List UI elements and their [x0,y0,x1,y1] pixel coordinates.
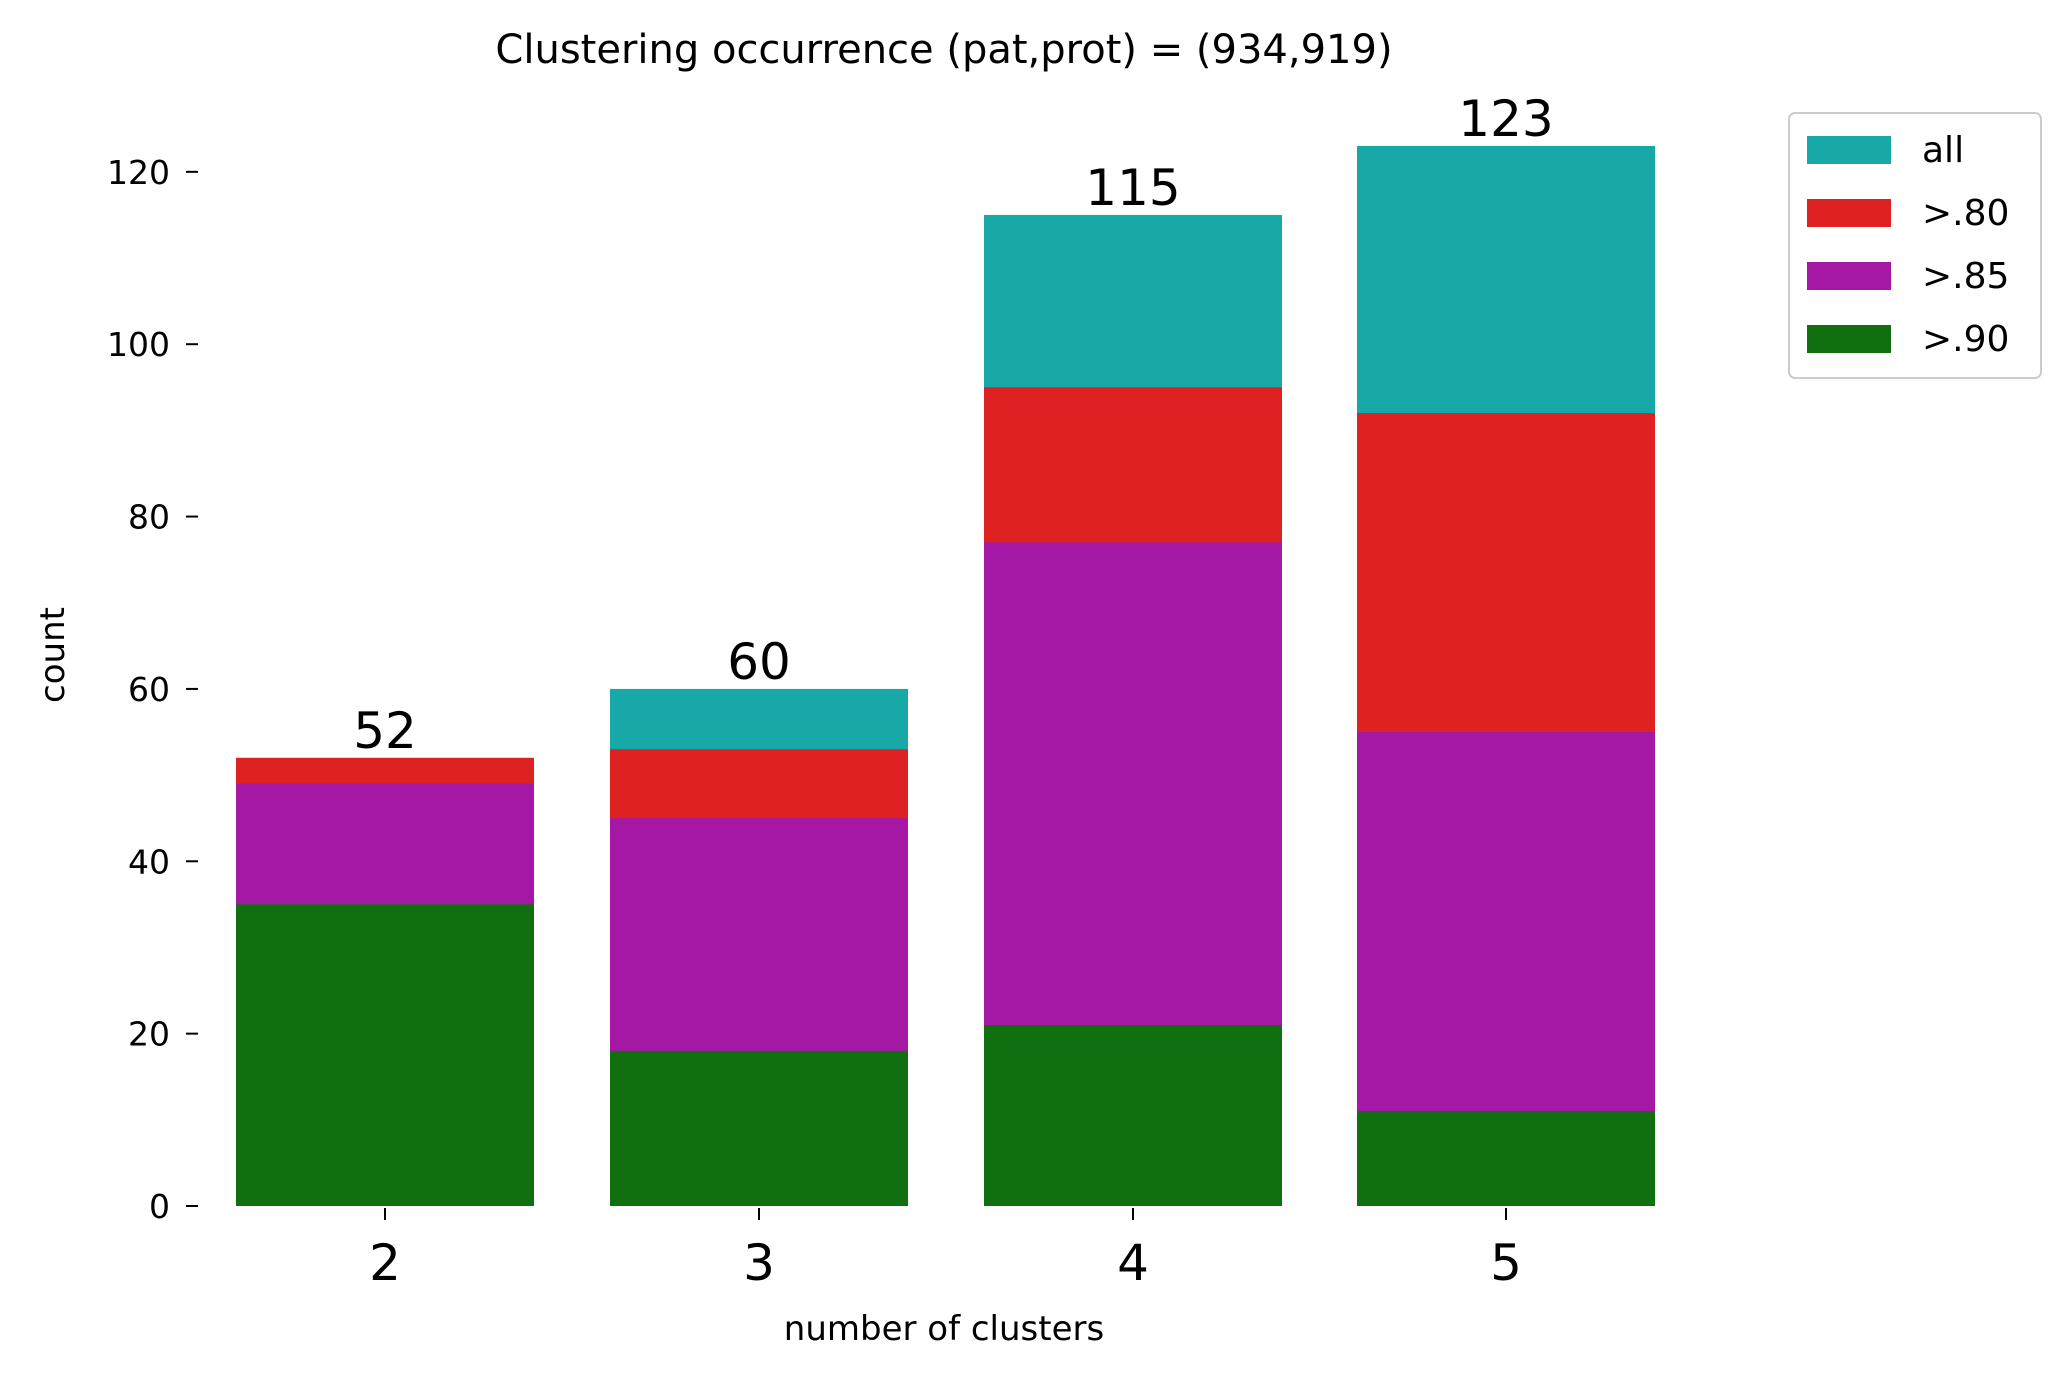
chart-title: Clustering occurrence (pat,prot) = (934,… [495,27,1392,73]
x-axis-label: number of clusters [784,1309,1104,1349]
legend-label: all [1922,130,1964,171]
x-axis: 2 3 4 5 [369,1208,1522,1292]
bar-90-4 [984,1025,1282,1206]
bars-group [236,145,1655,1207]
bar-labels-group: 52 60 115 123 [353,90,1554,760]
y-tick-label: 40 [128,842,170,881]
y-tick-label: 0 [149,1187,170,1226]
y-axis-label: count [33,607,73,703]
y-tick-label: 80 [128,498,170,537]
y-tick-label: 20 [128,1015,170,1054]
x-tick-label: 4 [1117,1234,1149,1292]
legend-swatch [1807,199,1891,227]
bar-90-2 [236,904,534,1206]
x-tick-label: 3 [743,1234,775,1292]
bar-90-3 [610,1050,908,1206]
legend-swatch [1807,262,1891,290]
bar-value-label: 60 [727,633,791,691]
x-tick-label: 2 [369,1234,401,1292]
y-tick-label: 100 [107,325,170,364]
legend: all >.80 >.85 >.90 [1788,112,2042,379]
y-axis: 0 20 40 60 80 100 120 [107,153,198,1226]
bar-value-label: 123 [1458,90,1553,148]
y-tick-label: 60 [128,670,170,709]
legend-label: >.80 [1922,193,2009,234]
legend-swatch [1807,136,1891,164]
x-tick-label: 5 [1490,1234,1522,1292]
bar-value-label: 115 [1085,159,1180,217]
legend-label: >.90 [1922,319,2009,360]
bar-value-label: 52 [353,702,417,760]
legend-swatch [1807,325,1891,353]
legend-frame [1788,112,2042,379]
bar-90-5 [1357,1111,1655,1206]
legend-label: >.85 [1922,256,2009,297]
y-tick-label: 120 [107,153,170,192]
